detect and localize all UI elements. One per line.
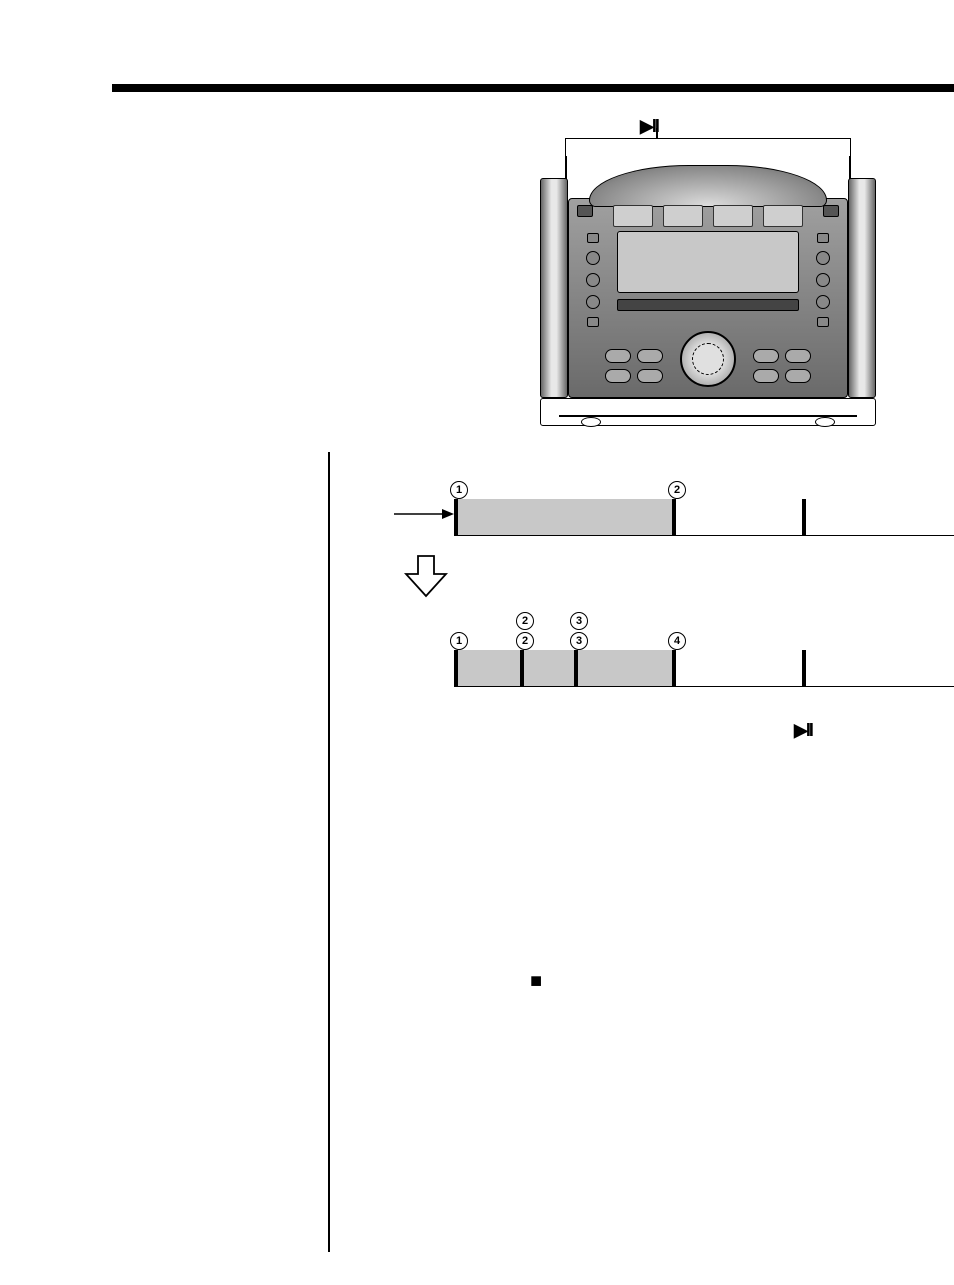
lower-right-buttons	[753, 349, 839, 383]
round-button	[816, 273, 830, 287]
small-button	[587, 233, 599, 243]
play-pause-icon: ▶II	[794, 720, 812, 741]
before-bar	[454, 500, 954, 536]
round-button	[586, 251, 600, 265]
track-number: 3	[570, 612, 588, 630]
column-divider	[328, 452, 330, 1252]
track-number: 2	[516, 632, 534, 650]
stop-icon: ■	[530, 970, 542, 993]
after-bar	[454, 651, 954, 687]
md-slot	[617, 299, 799, 311]
left-buttons	[575, 233, 611, 327]
func-btn	[713, 205, 753, 227]
round-button	[816, 295, 830, 309]
track-number: 2	[668, 481, 686, 499]
device-base-trim	[559, 415, 857, 421]
right-buttons	[805, 233, 841, 327]
track-segment	[520, 650, 574, 686]
display-screen	[617, 231, 799, 293]
device-body	[568, 198, 848, 398]
oval-button	[785, 369, 811, 383]
mid-labels: 23	[454, 611, 954, 631]
track-segment	[672, 499, 802, 535]
func-btn	[663, 205, 703, 227]
track-number: 1	[450, 632, 468, 650]
speaker-left	[540, 178, 568, 398]
track-number: 1	[450, 481, 468, 499]
function-buttons	[579, 205, 837, 227]
oval-button	[785, 349, 811, 363]
track-segment	[574, 650, 672, 686]
oval-button	[637, 369, 663, 383]
oval-button	[605, 369, 631, 383]
before-labels: 12	[454, 480, 954, 500]
device-illustration	[540, 156, 876, 426]
oval-button	[753, 349, 779, 363]
device-foot	[581, 417, 601, 427]
pointer-arrow-icon	[394, 506, 454, 522]
cd-lid	[589, 165, 827, 207]
small-button	[817, 317, 829, 327]
lower-left-buttons	[577, 349, 663, 383]
track-diagram: 12 23 1234 ▶II	[394, 480, 954, 687]
jog-dial	[680, 331, 736, 387]
callout-stem	[656, 128, 658, 138]
device-base	[540, 398, 876, 426]
small-button	[817, 233, 829, 243]
oval-button	[753, 369, 779, 383]
track-segment	[454, 499, 672, 535]
track-segment	[802, 650, 954, 686]
speaker-right	[848, 178, 876, 398]
round-button	[816, 251, 830, 265]
track-number: 3	[570, 632, 588, 650]
header-rule	[112, 84, 954, 92]
oval-button	[605, 349, 631, 363]
track-segment	[802, 499, 954, 535]
small-button	[587, 317, 599, 327]
down-arrow-icon	[404, 554, 954, 603]
after-labels: 1234	[454, 631, 954, 651]
track-segment	[454, 650, 520, 686]
track-number: 2	[516, 612, 534, 630]
oval-button	[637, 349, 663, 363]
round-button	[586, 273, 600, 287]
func-btn	[763, 205, 803, 227]
callout-bracket	[565, 138, 851, 156]
track-segment	[672, 650, 802, 686]
device-foot	[815, 417, 835, 427]
track-number: 4	[668, 632, 686, 650]
func-btn	[613, 205, 653, 227]
round-button	[586, 295, 600, 309]
